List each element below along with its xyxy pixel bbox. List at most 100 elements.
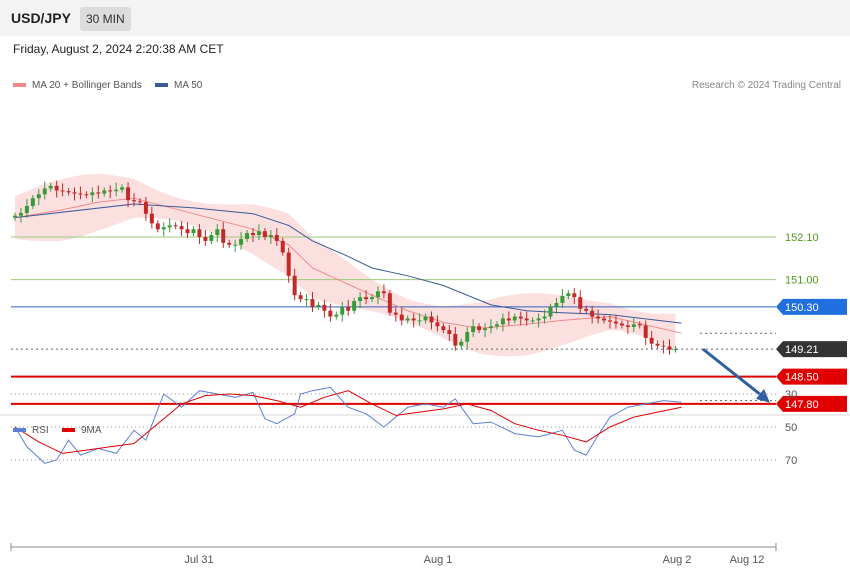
candle-body	[334, 314, 339, 317]
bollinger-band-area	[15, 173, 676, 357]
candle	[613, 314, 618, 329]
candle	[346, 299, 351, 316]
candle	[370, 294, 374, 303]
candle-body	[114, 189, 119, 192]
candle-body	[54, 185, 59, 191]
timeframe-badge[interactable]: 30 MIN	[80, 7, 131, 31]
candle-body	[191, 229, 196, 234]
candle	[209, 231, 214, 244]
candle	[655, 340, 660, 349]
candle	[42, 181, 47, 200]
candle-body	[245, 233, 250, 239]
x-tick-label: Aug 2	[663, 554, 692, 566]
candle-body	[167, 225, 172, 228]
candle	[161, 222, 166, 237]
legend-ma50: MA 50	[155, 80, 202, 91]
candle	[132, 193, 136, 207]
candle-body	[512, 316, 517, 321]
candle-body	[518, 316, 523, 319]
candle	[280, 237, 285, 256]
candle	[554, 297, 559, 314]
candle	[60, 183, 65, 197]
ma50-swatch	[155, 83, 168, 88]
legend-rsi: RSI	[13, 425, 49, 436]
candle	[477, 323, 482, 334]
candle	[619, 320, 624, 329]
candle-body	[500, 318, 505, 325]
candle	[542, 309, 547, 324]
candle	[221, 222, 226, 248]
candle-body	[221, 229, 226, 243]
chart-datetime: Friday, August 2, 2024 2:20:38 AM CET	[13, 42, 224, 56]
candle	[126, 182, 131, 208]
candle-body	[13, 215, 17, 218]
candle-body	[417, 320, 422, 322]
candle-body	[286, 252, 291, 276]
candle	[262, 228, 267, 241]
candle	[66, 188, 71, 196]
candle	[429, 311, 434, 330]
candle	[108, 185, 113, 199]
candle-body	[280, 240, 285, 253]
rsi-ma-swatch	[62, 428, 75, 433]
research-credit: Research © 2024 Trading Central	[691, 80, 841, 91]
candle	[310, 292, 315, 312]
candle-body	[126, 187, 131, 201]
candle-body	[429, 316, 434, 323]
price-tag-label: 150.30	[785, 302, 819, 314]
candle	[197, 224, 202, 244]
candle	[328, 303, 333, 322]
candle-body	[566, 293, 571, 296]
candle-body	[161, 227, 166, 230]
level-label: 151.00	[785, 275, 819, 287]
candle-body	[48, 185, 53, 189]
candle-body	[477, 326, 482, 331]
legend-9ma: 9MA	[62, 425, 102, 436]
candle	[447, 325, 452, 341]
candle	[590, 305, 595, 324]
price-tag-label: 147.80	[785, 399, 819, 411]
candle-body	[560, 295, 565, 303]
candle-body	[584, 308, 589, 311]
candle	[191, 226, 196, 237]
price-tag-150-30	[776, 298, 847, 315]
candle	[453, 327, 458, 351]
candle	[524, 311, 529, 326]
candle-body	[489, 326, 493, 329]
candle-body	[340, 306, 345, 315]
candle-body	[132, 200, 136, 202]
price-tag-148-50	[776, 368, 847, 385]
candle	[399, 307, 404, 326]
candle	[340, 301, 345, 322]
candle-body	[262, 231, 267, 237]
bollinger-bands	[15, 173, 676, 357]
candle	[548, 303, 553, 320]
candle	[286, 247, 291, 283]
candle-body	[375, 291, 380, 298]
candle	[298, 292, 303, 303]
legend-label-ma20: MA 20 + Bollinger Bands	[32, 80, 142, 91]
candlesticks	[13, 180, 678, 355]
candle-body	[209, 235, 214, 241]
candle-body	[649, 337, 654, 344]
candle-body	[274, 235, 279, 241]
candle-body	[387, 293, 392, 313]
candle-body	[447, 330, 452, 334]
projection-arrow-head	[756, 388, 770, 403]
candle-body	[370, 297, 374, 300]
candle	[387, 290, 392, 316]
candle	[334, 311, 339, 320]
candle-body	[506, 318, 511, 321]
candle	[30, 195, 35, 210]
candle	[352, 297, 357, 314]
candle	[155, 220, 160, 233]
candle	[149, 206, 154, 229]
candle	[435, 315, 440, 332]
candle-body	[423, 316, 428, 321]
candle	[381, 284, 386, 299]
candle	[36, 189, 41, 206]
price-tag-147-80	[776, 395, 847, 412]
candle-body	[613, 321, 618, 324]
candle-body	[316, 304, 321, 307]
candle-body	[405, 318, 410, 321]
